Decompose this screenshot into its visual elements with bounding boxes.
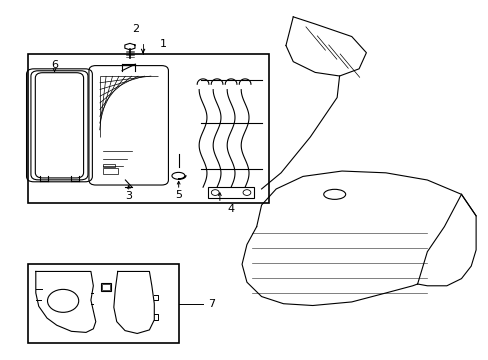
- Bar: [103, 163, 115, 167]
- Text: 5: 5: [175, 190, 182, 201]
- Bar: [103, 168, 118, 174]
- Text: 1: 1: [160, 39, 167, 49]
- Text: 4: 4: [227, 204, 234, 214]
- Bar: [27, 264, 178, 343]
- Bar: [101, 283, 111, 291]
- Text: 3: 3: [125, 191, 132, 201]
- Bar: [27, 54, 268, 203]
- Text: 7: 7: [207, 299, 215, 309]
- Bar: [102, 284, 110, 290]
- Bar: [207, 187, 254, 198]
- Text: 2: 2: [132, 24, 139, 35]
- Text: 6: 6: [51, 60, 58, 70]
